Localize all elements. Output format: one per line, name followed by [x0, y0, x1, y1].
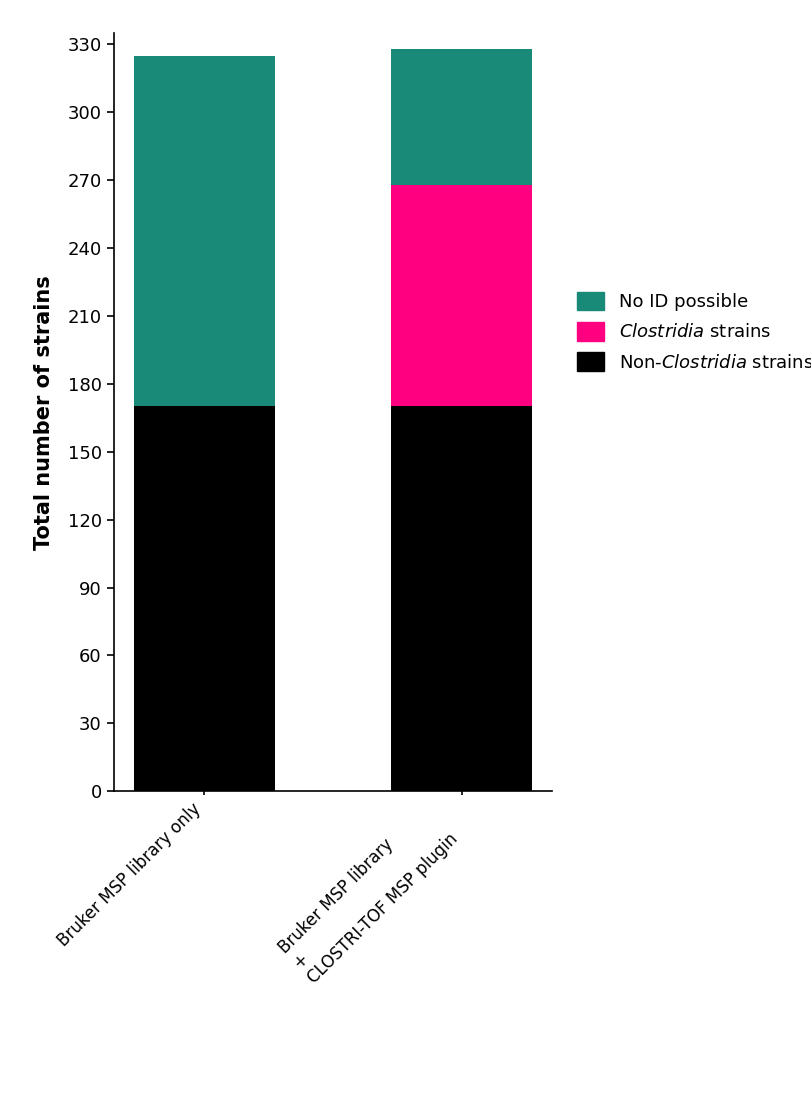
Y-axis label: Total number of strains: Total number of strains [34, 275, 54, 550]
Bar [134, 56, 275, 407]
Legend: No ID possible, $\it{Clostridia}$ strains, Non-$\it{Clostridia}$ strains: No ID possible, $\it{Clostridia}$ strain… [569, 285, 811, 379]
Bar [390, 185, 531, 407]
Bar [390, 407, 531, 791]
Bar [134, 407, 275, 791]
Bar [390, 48, 531, 185]
